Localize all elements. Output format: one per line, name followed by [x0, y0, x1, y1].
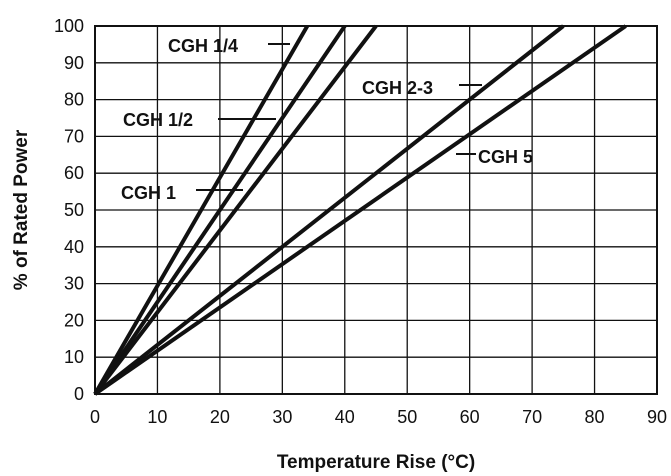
y-tick-label: 50 [64, 200, 84, 220]
x-tick-label: 70 [522, 407, 542, 427]
x-tick-labels: 0 10 20 30 40 50 60 70 80 90 [90, 407, 667, 427]
plot-frame [94, 25, 658, 395]
y-tick-label: 90 [64, 53, 84, 73]
y-tick-labels: 0 10 20 30 40 50 60 70 80 90 100 [54, 16, 84, 404]
series-lines [93, 24, 627, 396]
y-axis-title: % of Rated Power [11, 129, 32, 290]
x-tick-label: 0 [90, 407, 100, 427]
y-tick-label: 10 [64, 347, 84, 367]
x-tick-label: 80 [585, 407, 605, 427]
series-line-1 [93, 25, 310, 395]
series-label-5: CGH 5 [478, 147, 533, 167]
y-tick-label: 60 [64, 163, 84, 183]
y-tick-label: 70 [64, 126, 84, 146]
x-tick-label: 40 [335, 407, 355, 427]
x-tick-label: 50 [397, 407, 417, 427]
series-line-2 [93, 24, 347, 396]
x-tick-label: 30 [272, 407, 292, 427]
y-tick-label: 30 [64, 274, 84, 294]
y-tick-label: 40 [64, 237, 84, 257]
series-line-3 [93, 24, 378, 396]
series-line-4 [93, 24, 565, 396]
series-label-3: CGH 1 [121, 183, 176, 203]
y-tick-label: 100 [54, 16, 84, 36]
x-axis-title: Temperature Rise (°C) [277, 452, 475, 473]
x-tick-label: 20 [210, 407, 230, 427]
x-tick-label: 10 [147, 407, 167, 427]
x-tick-label: 60 [460, 407, 480, 427]
series-label-4: CGH 2-3 [362, 78, 433, 98]
series-callouts: CGH 1/4 CGH 1/2 CGH 1 CGH 2-3 CGH 5 [121, 36, 533, 203]
y-tick-label: 0 [74, 384, 84, 404]
x-tick-label: 90 [647, 407, 667, 427]
y-tick-label: 80 [64, 90, 84, 110]
y-tick-label: 20 [64, 310, 84, 330]
series-line-5 [93, 24, 627, 396]
series-label-2: CGH 1/2 [123, 110, 193, 130]
series-label-1: CGH 1/4 [168, 36, 238, 56]
